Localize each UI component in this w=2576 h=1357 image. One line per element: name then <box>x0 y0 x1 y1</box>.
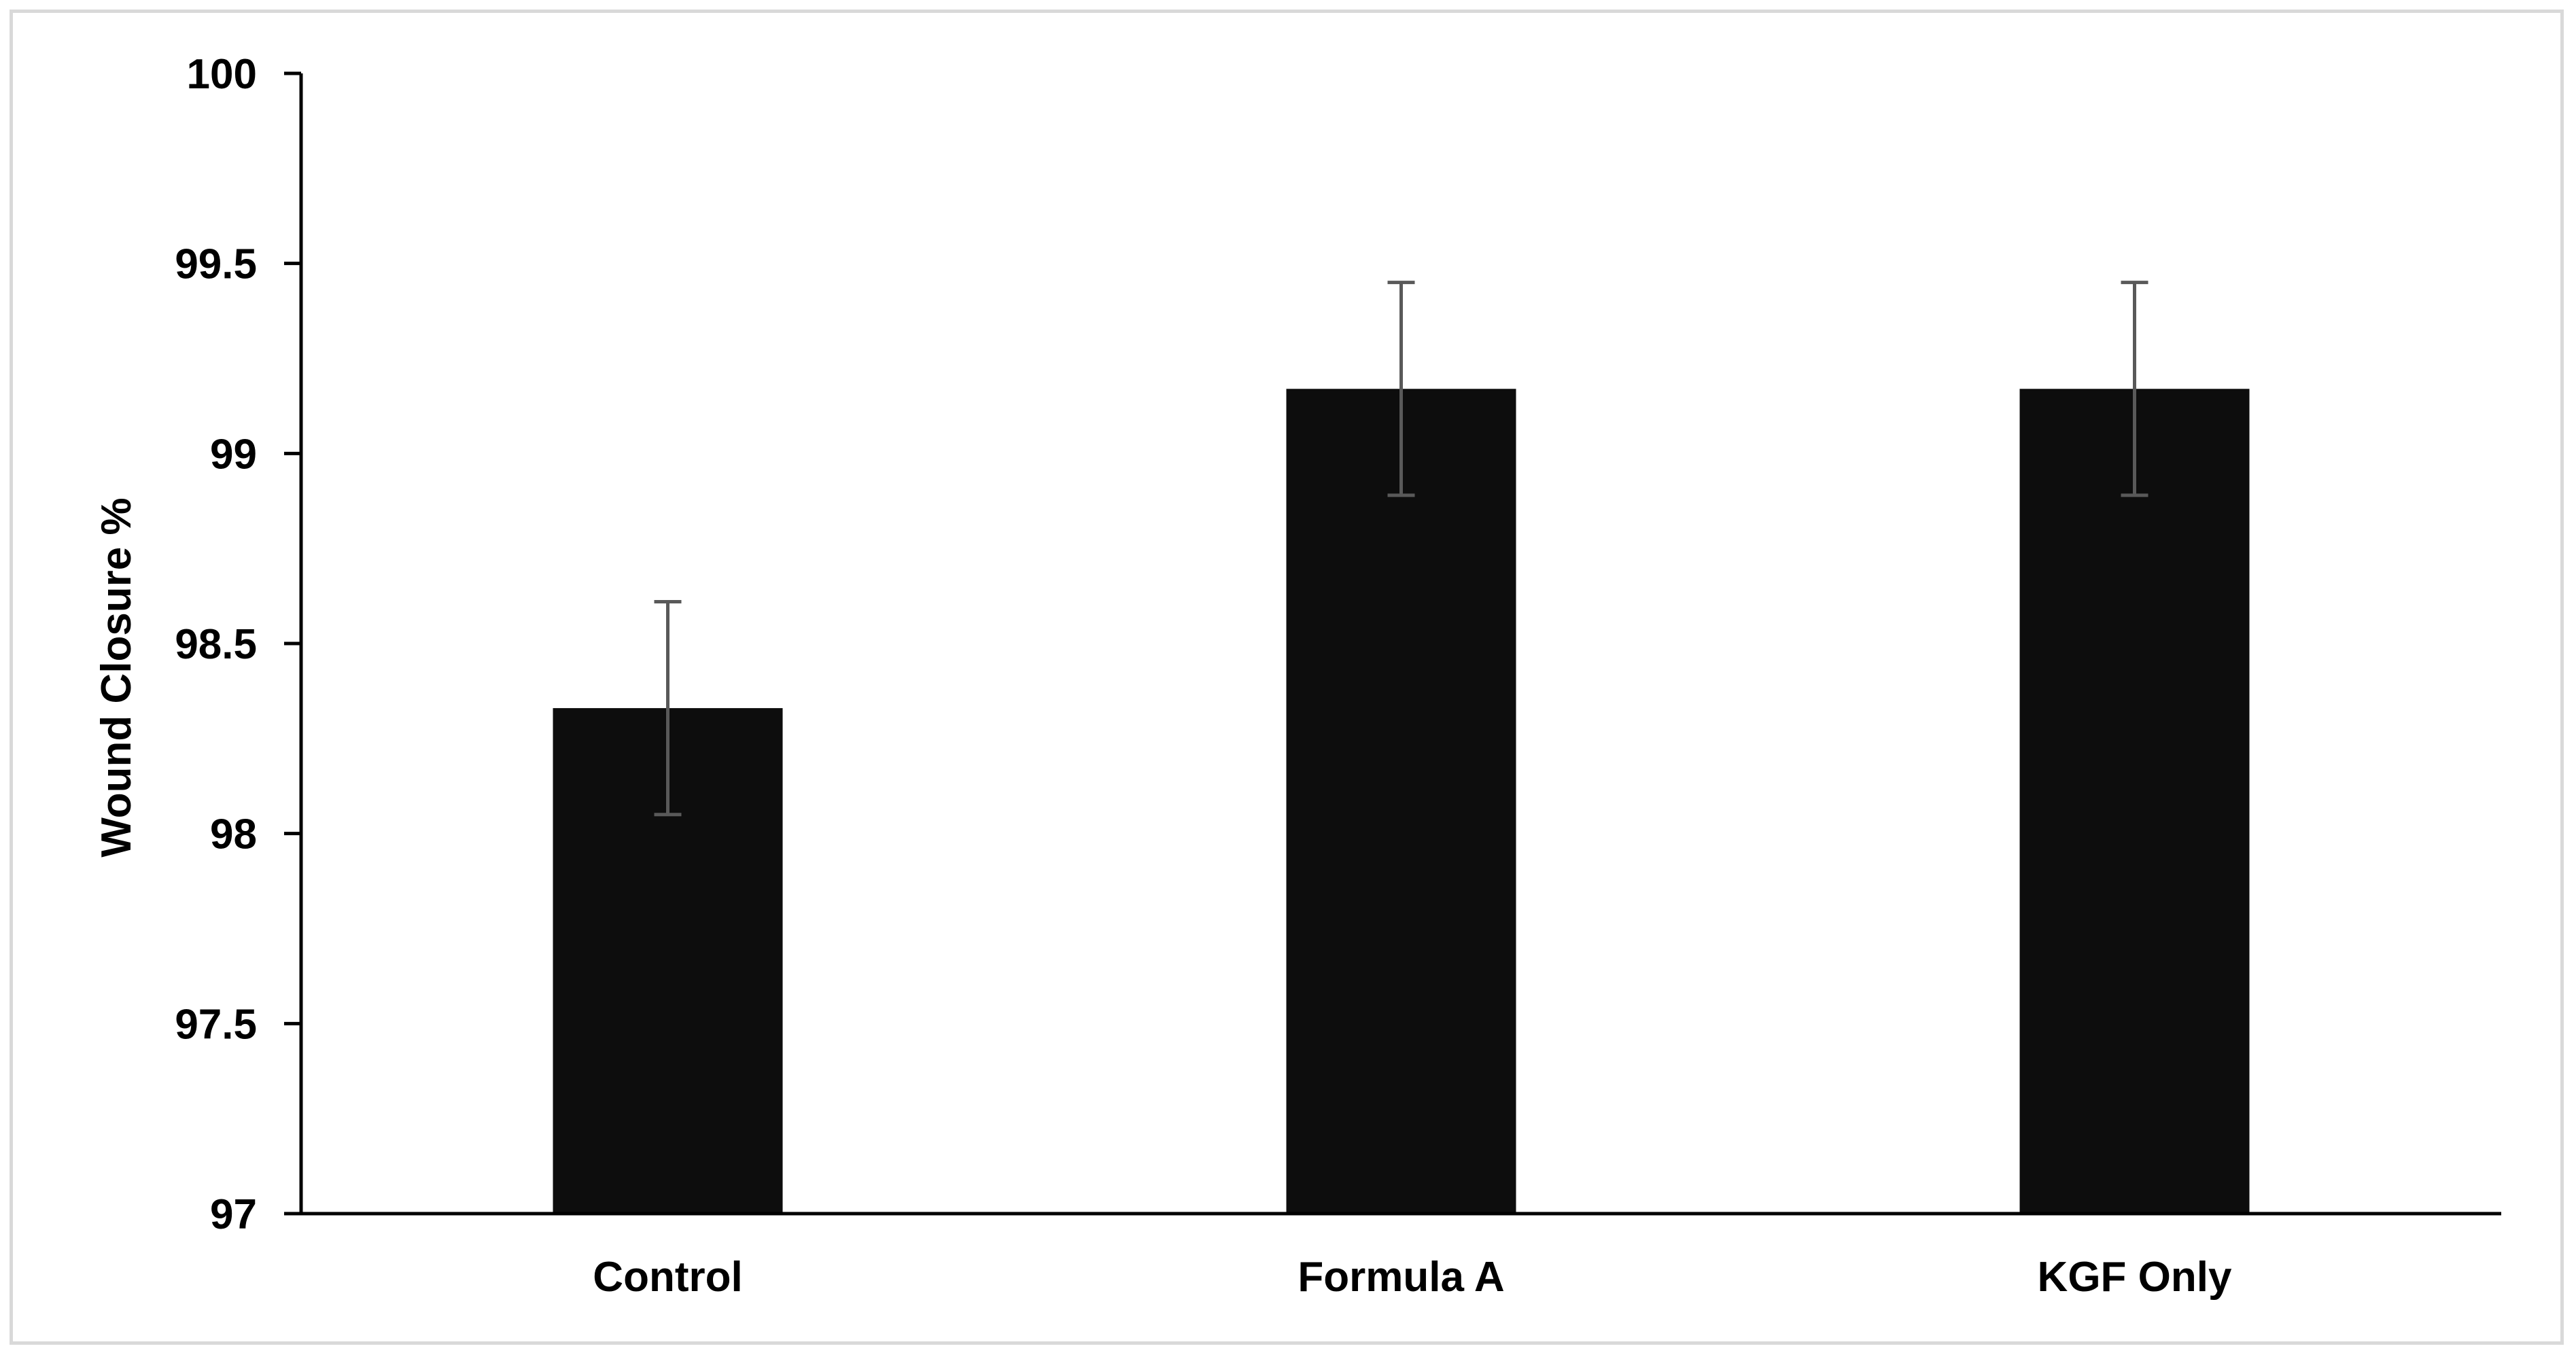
bars-layer <box>553 389 2250 1214</box>
y-tick-label: 98.5 <box>175 621 257 668</box>
error-bar-kgf-only <box>2121 281 2148 497</box>
y-axis-title: Wound Closure % <box>93 497 140 857</box>
y-tick-label: 97.5 <box>175 1001 257 1048</box>
error-bar-formula-a <box>1387 281 1415 497</box>
bar-kgf-only <box>2019 389 2250 1214</box>
x-category-label: KGF Only <box>2038 1254 2232 1301</box>
x-labels-layer: Control Formula A KGF Only <box>593 1254 2232 1301</box>
y-tick-label: 99 <box>210 431 257 478</box>
error-bar-control <box>654 599 682 817</box>
x-category-label: Formula A <box>1298 1254 1504 1301</box>
y-tick-label: 99.5 <box>175 241 257 288</box>
error-bars-layer <box>654 281 2148 817</box>
y-ticks-layer: 97 97.5 98 98.5 99 99.5 100 <box>175 51 301 1238</box>
y-tick-label: 100 <box>187 51 257 98</box>
x-category-label: Control <box>593 1254 742 1301</box>
y-tick-label: 98 <box>210 811 257 858</box>
bar-formula-a <box>1286 389 1516 1214</box>
y-tick-label: 97 <box>210 1191 257 1238</box>
